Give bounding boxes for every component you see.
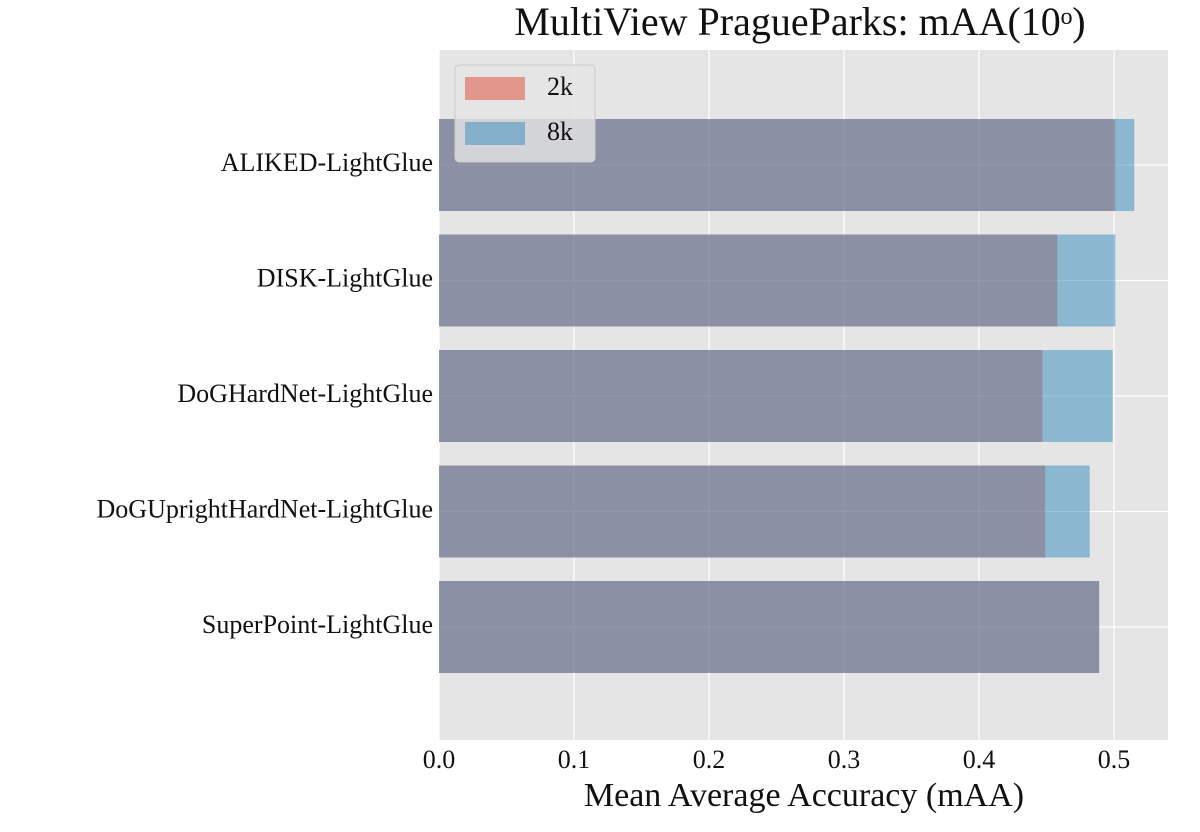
y-tick-label: DoGHardNet-LightGlue — [177, 379, 433, 408]
y-tick-label: ALIKED-LightGlue — [221, 148, 433, 177]
y-tick-label: DISK-LightGlue — [257, 263, 433, 292]
legend-swatch — [465, 122, 525, 145]
x-axis-label: Mean Average Accuracy (mAA) — [584, 777, 1024, 814]
x-tick-label: 0.3 — [828, 745, 861, 774]
bar — [439, 234, 1116, 327]
legend-label: 8k — [547, 117, 573, 146]
legend-swatch — [465, 77, 525, 100]
x-tick-label: 0.4 — [963, 745, 996, 774]
y-tick-label: SuperPoint-LightGlue — [202, 610, 433, 639]
legend: 2k 8k — [454, 64, 596, 163]
x-tick-label: 0.1 — [558, 745, 591, 774]
legend-label: 2k — [547, 72, 573, 101]
x-tick-label: 0.2 — [693, 745, 726, 774]
bar — [439, 465, 1090, 558]
bar — [439, 350, 1113, 442]
bar — [439, 581, 1100, 673]
y-tick-label: DoGUprightHardNet-LightGlue — [97, 494, 433, 523]
chart-title: MultiView PragueParks: mAA(10ᵒ) — [514, 0, 1085, 44]
x-tick-label: 0.0 — [423, 745, 456, 774]
x-tick-label: 0.5 — [1098, 745, 1131, 774]
